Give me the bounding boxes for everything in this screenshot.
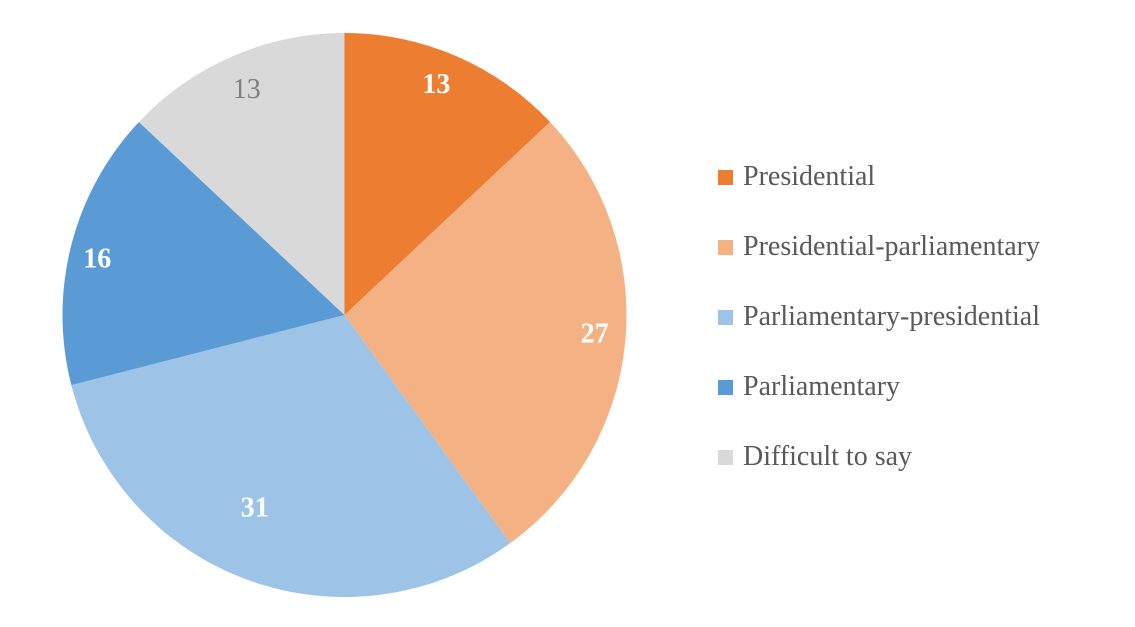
pie-slice-presidential	[344, 33, 551, 315]
legend-swatch-icon	[718, 169, 733, 185]
legend-label: Difficult to say	[743, 441, 913, 472]
legend-swatch-icon	[718, 449, 733, 465]
pie-slice-parliamentary-presidential	[71, 315, 511, 598]
pie-slice-parliamentary	[62, 121, 345, 386]
legend-item-difficult-to-say: Difficult to say	[718, 422, 1040, 492]
legend-label: Parliamentary-presidential	[743, 301, 1040, 332]
legend-item-parliamentary: Parliamentary	[718, 352, 1040, 422]
pie-slice-difficult-to-say	[138, 33, 345, 315]
data-label-presidential: 13	[422, 69, 450, 100]
pie-slice-presidential-parliamentary	[344, 121, 627, 544]
chart-legend: Presidential Presidential-parliamentary Pa…	[718, 142, 1040, 492]
legend-label: Presidential-parliamentary	[743, 231, 1040, 262]
legend-item-parliamentary-presidential: Parliamentary-presidential	[718, 282, 1040, 352]
legend-item-presidential-parliamentary: Presidential-parliamentary	[718, 212, 1040, 282]
data-label-parliamentary-presidential: 31	[241, 492, 269, 523]
legend-label: Presidential	[743, 161, 876, 192]
legend-swatch-icon	[718, 379, 733, 395]
data-label-parliamentary: 16	[83, 244, 111, 275]
legend-item-presidential: Presidential	[718, 142, 1040, 212]
legend-label: Parliamentary	[743, 371, 901, 402]
data-label-difficult-to-say: 13	[233, 74, 261, 105]
data-label-presidential-parliamentary: 27	[581, 319, 609, 350]
legend-swatch-icon	[718, 239, 733, 255]
legend-swatch-icon	[718, 309, 733, 325]
